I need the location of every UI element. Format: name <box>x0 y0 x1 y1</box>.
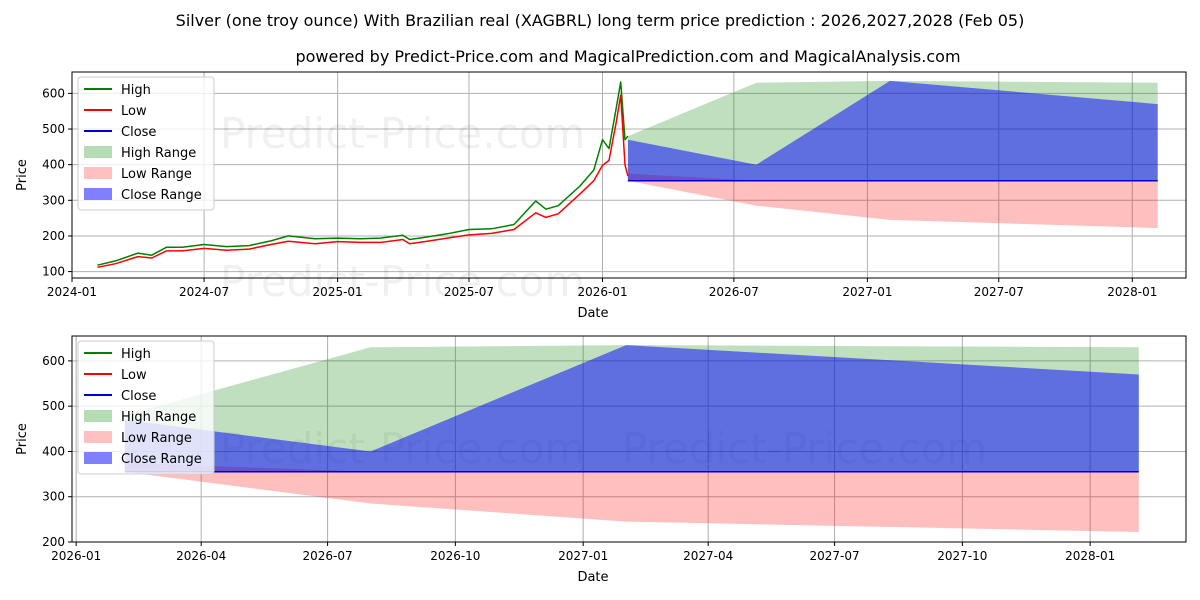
panel2-x-tick-label-5: 2027-04 <box>683 549 733 563</box>
panel1-legend-label-close-range: Close Range <box>121 188 202 203</box>
panel1-x-tick-label-6: 2027-01 <box>842 285 892 299</box>
panel1-x-tick-label-5: 2026-07 <box>709 285 759 299</box>
panel2-x-tick-label-8: 2028-01 <box>1065 549 1115 563</box>
panel1-plot-area <box>97 80 1158 269</box>
panel2-x-tick-label-6: 2027-07 <box>810 549 860 563</box>
panel1-close-range-band <box>627 80 1158 181</box>
panel2-x-tick-label-0: 2026-01 <box>51 549 101 563</box>
panel2-y-tick-label-2: 400 <box>42 444 65 458</box>
panel1-legend-label-low: Low <box>121 104 147 119</box>
panel2-close-range-band <box>124 345 1139 472</box>
panel1-high-series-line <box>97 81 629 266</box>
panel1-y-tick-label-5: 600 <box>42 86 65 100</box>
panel2-legend-swatch-low-range <box>84 431 112 443</box>
panel1-axes: Predict-Price.comPredict-Price.com2024-0… <box>15 71 1187 321</box>
panel2-legend-label-high: High <box>121 347 151 362</box>
panel2-low-range-band <box>124 462 1139 532</box>
panel1-y-axis-label: Price <box>15 159 30 191</box>
panel2-x-tick-label-1: 2026-04 <box>176 549 226 563</box>
panel1-low-range-band <box>627 173 1158 229</box>
panel1-legend-label-high: High <box>121 83 151 98</box>
panel1-x-tick-label-7: 2027-07 <box>974 285 1024 299</box>
panel1-y-tick-label-3: 400 <box>42 158 65 172</box>
panel2-legend-label-low-range: Low Range <box>121 431 192 446</box>
panel1-axes-frame <box>71 71 1187 279</box>
panel2-y-tick-label-3: 500 <box>42 399 65 413</box>
panel1-legend-label-low-range: Low Range <box>121 167 192 182</box>
panel2-x-tick-label-7: 2027-10 <box>937 549 987 563</box>
panel1-x-tick-label-2: 2025-01 <box>313 285 363 299</box>
panel1-y-tick-label-1: 200 <box>42 229 65 243</box>
panel2-y-tick-label-4: 600 <box>42 354 65 368</box>
panel2-plot-area <box>124 345 1139 532</box>
panel1-y-tick-label-0: 100 <box>42 265 65 279</box>
panel2-legend-label-close-range: Close Range <box>121 452 202 467</box>
panel1-x-tick-label-3: 2025-07 <box>444 285 494 299</box>
panel1-x-tick-label-8: 2028-01 <box>1107 285 1157 299</box>
panel2-axes-frame <box>71 335 1187 543</box>
panel2-y-tick-label-0: 200 <box>42 535 65 549</box>
panel2-x-tick-label-3: 2026-10 <box>430 549 480 563</box>
panel1-legend: High Low Close High Range Low Range Close Ran… <box>77 76 215 211</box>
panel1-x-tick-label-4: 2026-01 <box>577 285 627 299</box>
panel1-legend-label-close: Close <box>121 125 156 140</box>
panel2-legend-label-high-range: High Range <box>121 410 196 425</box>
panel2-legend-swatch-close-range <box>84 452 112 464</box>
panel1-x-axis-label: Date <box>577 306 608 321</box>
panel2-legend: High Low Close High Range Low Range Close Ran… <box>77 340 215 475</box>
panel2-y-axis-label: Price <box>15 423 30 455</box>
chart-title: Silver (one troy ounce) With Brazilian r… <box>176 11 1025 30</box>
panel2-legend-label-close: Close <box>121 389 156 404</box>
panel2-axes: Predict-Price.comPredict-Price.com2026-0… <box>15 335 1187 585</box>
panel1-y-tick-label-2: 300 <box>42 193 65 207</box>
panel2-legend-swatch-high-range <box>84 410 112 422</box>
chart-subtitle: powered by Predict-Price.com and Magical… <box>295 47 960 66</box>
panel2-x-axis-label: Date <box>577 570 608 585</box>
panel1-watermark-0: Predict-Price.com <box>220 109 585 158</box>
panel1-y-tick-label-4: 500 <box>42 122 65 136</box>
panel1-legend-swatch-low-range <box>84 167 112 179</box>
panel1-legend-swatch-close-range <box>84 188 112 200</box>
panel1-x-tick-label-0: 2024-01 <box>47 285 97 299</box>
panel2-x-tick-label-2: 2026-07 <box>303 549 353 563</box>
panel1-low-series-line <box>97 94 629 269</box>
panel1-watermark-1: Predict-Price.com <box>220 257 585 306</box>
panel2-x-tick-label-4: 2027-01 <box>558 549 608 563</box>
panel1-legend-swatch-high-range <box>84 146 112 158</box>
panel2-y-tick-label-1: 300 <box>42 490 65 504</box>
panel1-x-tick-label-1: 2024-07 <box>179 285 229 299</box>
panel1-legend-label-high-range: High Range <box>121 146 196 161</box>
panel2-legend-label-low: Low <box>121 368 147 383</box>
